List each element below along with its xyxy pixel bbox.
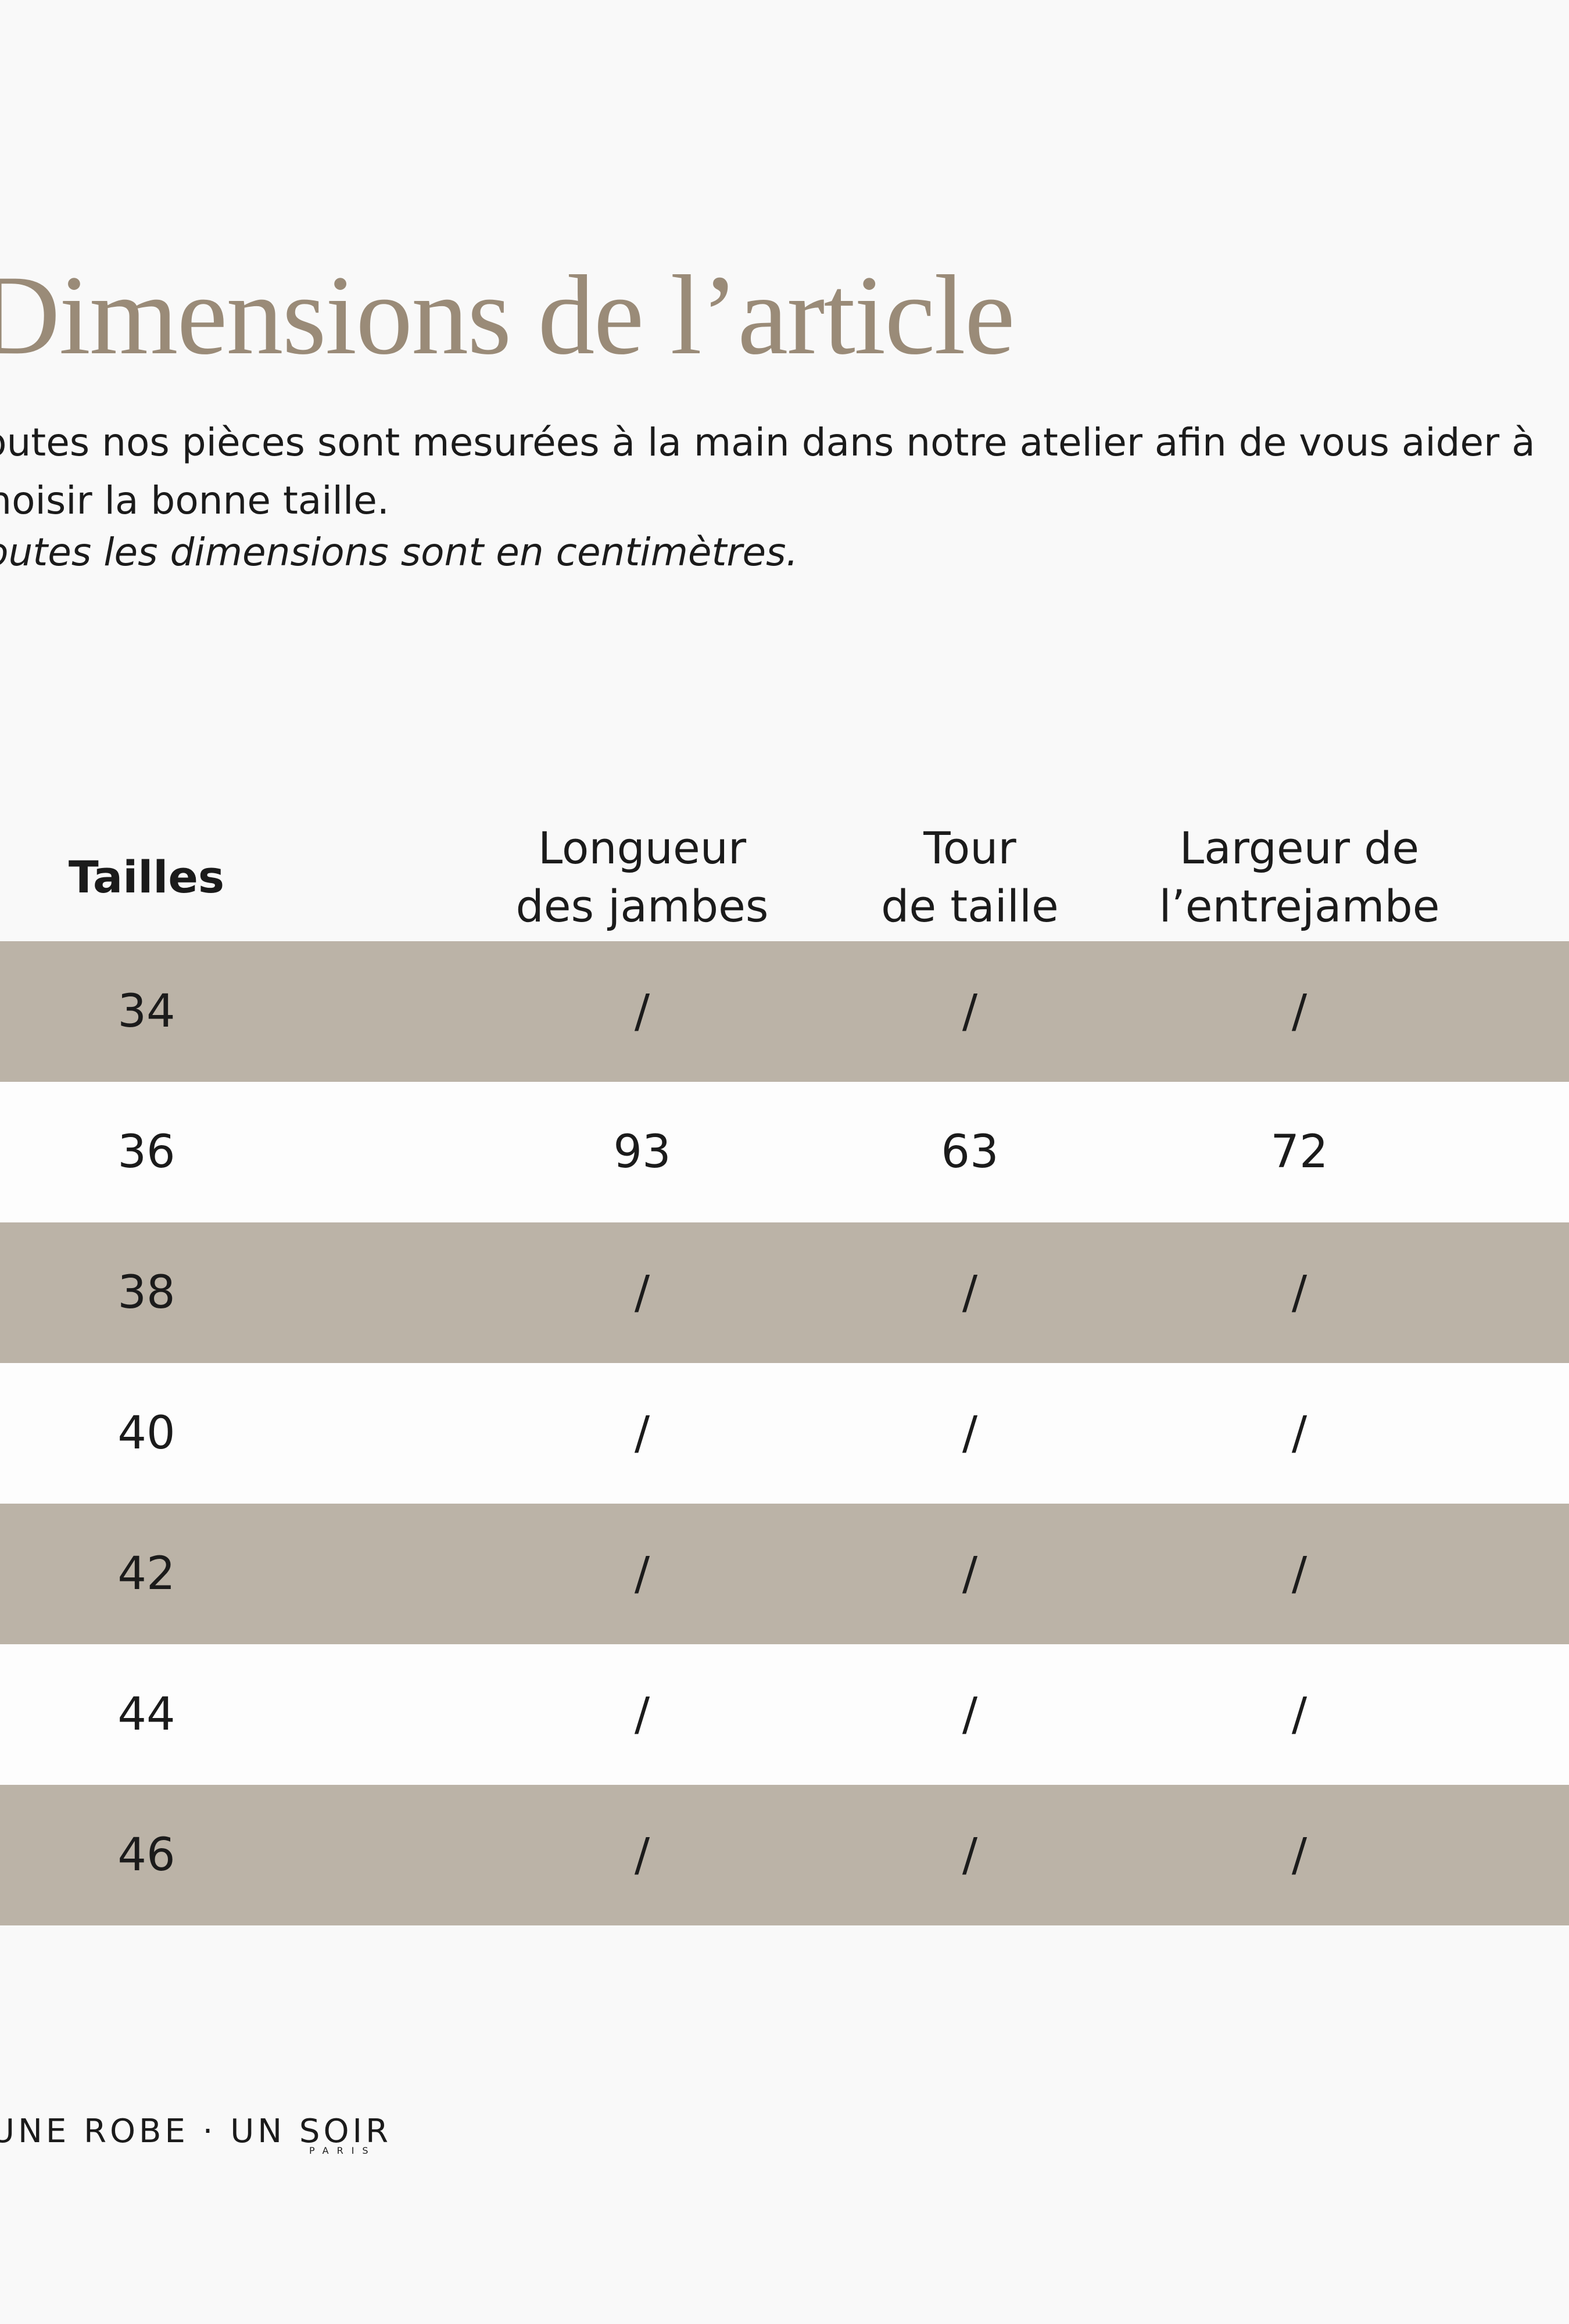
brand-logo: UNE ROBE · UN SOIR	[0, 2113, 392, 2150]
column-header-line: Largeur de	[1179, 822, 1420, 874]
table-cell: /	[634, 985, 650, 1038]
table-cell: /	[962, 1829, 978, 1881]
table-cell: 46	[117, 1829, 175, 1881]
intro-text: Toutes nos pièces sont mesurées à la mai…	[0, 420, 1535, 523]
table-cell: 63	[941, 1126, 999, 1178]
column-header: Longueur des jambes	[515, 819, 768, 935]
table-cell: 93	[613, 1126, 671, 1178]
table-cell: /	[1291, 985, 1308, 1038]
table-row: 38 / / /	[0, 1222, 1569, 1363]
table-row: 44 / / /	[0, 1644, 1569, 1785]
table-row: 34 / / /	[0, 941, 1569, 1082]
column-header-line: des jambes	[515, 880, 769, 932]
table-cell: 40	[117, 1407, 175, 1459]
table-cell: 34	[117, 985, 175, 1038]
table-cell: /	[634, 1407, 650, 1459]
column-header: Tailles	[69, 848, 224, 906]
table-row: 40 / / /	[0, 1363, 1569, 1504]
table-cell: /	[1291, 1548, 1308, 1600]
table-cell: /	[962, 1688, 978, 1741]
table-cell: /	[962, 1267, 978, 1319]
brand-city: PARIS	[309, 2145, 377, 2156]
table-cell: /	[634, 1688, 650, 1741]
column-header: Tour de taille	[881, 819, 1059, 935]
table-cell: /	[1291, 1267, 1308, 1319]
column-header: Largeur de l’entrejambe	[1159, 819, 1439, 935]
column-header-line: Longueur	[538, 822, 747, 874]
table-row: 36 93 63 72	[0, 1082, 1569, 1222]
table-cell: /	[634, 1267, 650, 1319]
table-cell: /	[1291, 1829, 1308, 1881]
table-cell: 38	[117, 1267, 175, 1319]
table-cell: /	[634, 1548, 650, 1600]
table-cell: 44	[117, 1688, 175, 1741]
table-cell: /	[962, 1548, 978, 1600]
table-cell: /	[1291, 1688, 1308, 1741]
column-header-line: Tour	[923, 822, 1016, 874]
table-cell: /	[962, 1407, 978, 1459]
table-cell: 42	[117, 1548, 175, 1600]
table-cell: /	[1291, 1407, 1308, 1459]
table-row: 42 / / /	[0, 1504, 1569, 1644]
table-cell: 72	[1270, 1126, 1328, 1178]
column-header-line: Tailles	[68, 851, 225, 903]
page-title: Dimensions de l’article	[0, 252, 1015, 378]
table-row: 46 / / /	[0, 1785, 1569, 1925]
table-cell: 36	[117, 1126, 175, 1178]
units-note: Toutes les dimensions sont en centimètre…	[0, 530, 798, 575]
table-cell: /	[634, 1829, 650, 1881]
column-header-line: l’entrejambe	[1159, 880, 1440, 932]
table-cell: /	[962, 985, 978, 1038]
column-header-line: de taille	[881, 880, 1059, 932]
